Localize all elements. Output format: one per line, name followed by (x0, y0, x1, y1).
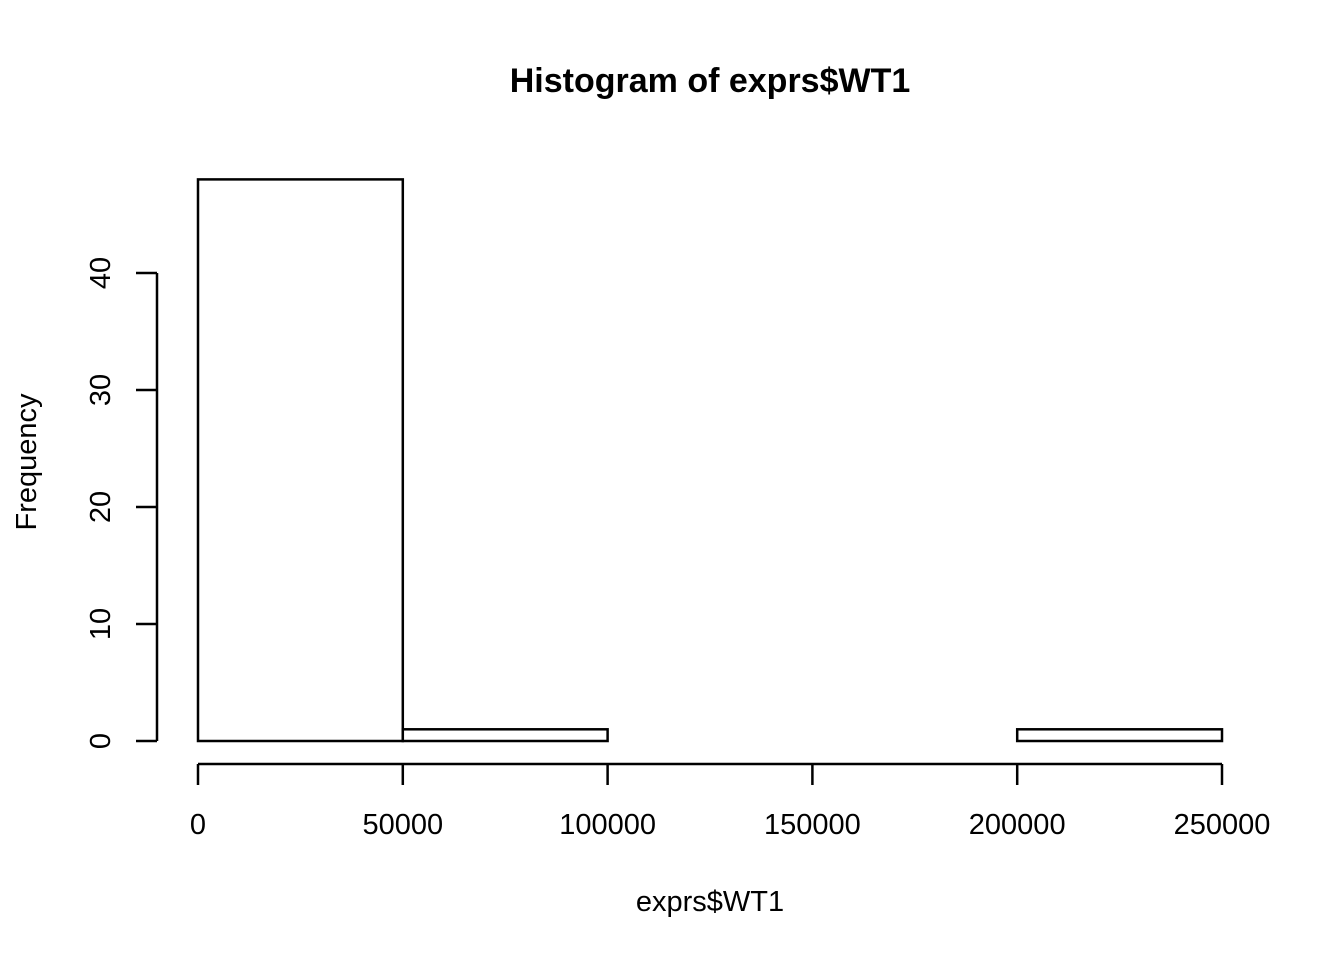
x-tick-label-5: 250000 (1174, 809, 1271, 841)
y-axis-label: Frequency (11, 393, 43, 531)
x-tick-label-4: 200000 (969, 809, 1066, 841)
x-axis: 0 50000 100000 150000 200000 250000 (190, 762, 1271, 841)
chart-title: Histogram of exprs$WT1 (510, 62, 911, 100)
histogram-bar-1 (401, 728, 609, 743)
y-tick-label-2: 20 (85, 491, 117, 523)
bars-group (196, 178, 1224, 743)
y-tick-label-0: 0 (85, 733, 117, 749)
x-tick-label-3: 150000 (764, 809, 861, 841)
y-tick-label-3: 30 (85, 374, 117, 406)
histogram-bar-4 (1015, 728, 1224, 743)
y-axis: 0 10 20 30 40 (85, 257, 159, 749)
x-tick-label-1: 50000 (362, 809, 443, 841)
y-tick-label-4: 40 (85, 257, 117, 289)
y-tick-label-1: 10 (85, 608, 117, 640)
x-tick-label-0: 0 (190, 809, 206, 841)
x-axis-label: exprs$WT1 (636, 886, 784, 918)
histogram-bar-0 (196, 178, 405, 743)
x-tick-label-2: 100000 (559, 809, 656, 841)
